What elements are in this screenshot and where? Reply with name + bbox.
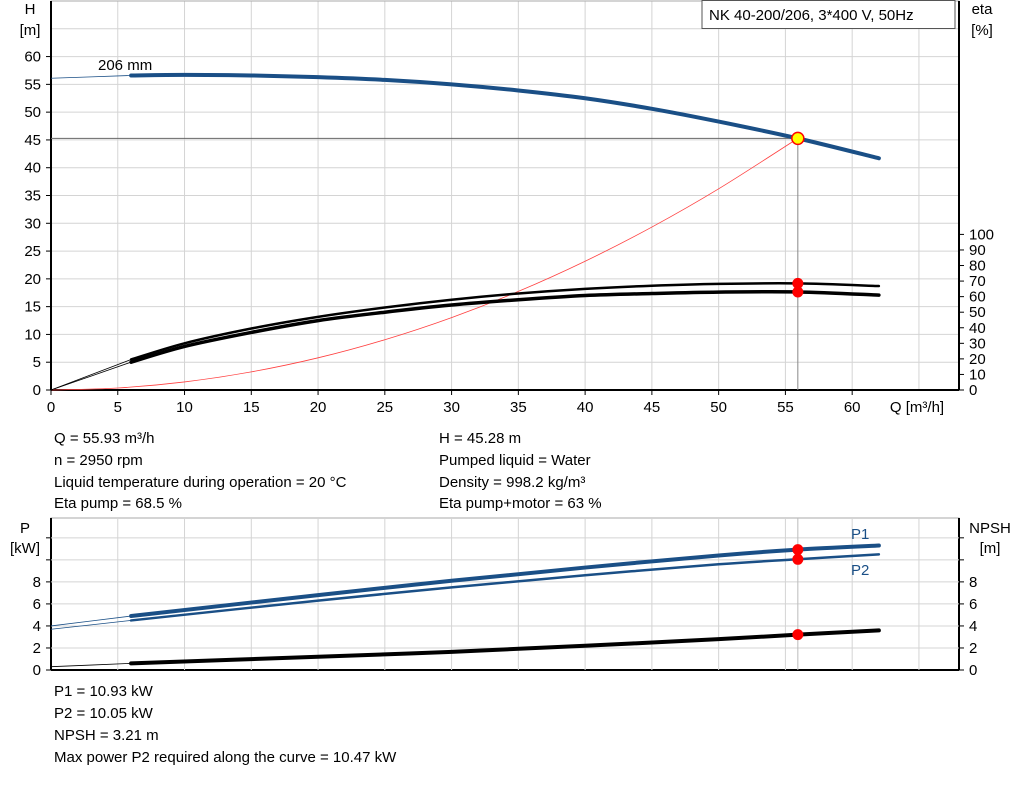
npsh-tick-label: 6 xyxy=(969,596,977,613)
h-tick-label: 15 xyxy=(24,299,41,316)
p-axis-label: P xyxy=(20,520,30,537)
eta-pump-duty-point xyxy=(792,277,804,289)
info-max-p2: Max power P2 required along the curve = … xyxy=(54,749,397,766)
top-grid xyxy=(50,0,960,671)
npsh-curve xyxy=(129,628,881,666)
h-curve-thin xyxy=(50,75,132,79)
x-tick-label: 10 xyxy=(176,399,193,416)
h-tick-label: 5 xyxy=(33,354,41,371)
tick-labels: 0 5 10 15 20 25 30 35 40 45 50 55 600510152025303540… xyxy=(24,49,994,679)
eta-tick-label: 50 xyxy=(969,304,986,321)
p-tick-label: 8 xyxy=(33,574,41,591)
eta-pump-motor-curve-thin xyxy=(50,361,132,391)
h-tick-label: 45 xyxy=(24,132,41,149)
p-tick-label: 6 xyxy=(33,596,41,613)
p2-duty-point xyxy=(792,553,804,565)
eta-tick-label: 40 xyxy=(969,320,986,337)
eta-axis-unit: [%] xyxy=(971,22,993,39)
p2-curve-thin xyxy=(50,620,132,630)
info-p1: P1 = 10.93 kW xyxy=(54,683,154,700)
eta-axis-label: eta xyxy=(972,1,994,18)
impeller-label: 206 mm xyxy=(98,57,152,74)
title-box xyxy=(701,0,956,29)
eta-tick-label: 0 xyxy=(969,382,977,399)
npsh-duty-point xyxy=(792,629,804,641)
p2-curve xyxy=(129,553,881,622)
x-tick-label: 15 xyxy=(243,399,260,416)
eta-tick-label: 20 xyxy=(969,351,986,368)
info-npsh: NPSH = 3.21 m xyxy=(54,727,159,744)
x-tick-label: 20 xyxy=(310,399,327,416)
info-n: n = 2950 rpm xyxy=(54,452,143,469)
x-tick-label: 30 xyxy=(443,399,460,416)
info-block: Q = 55.93 m³/h n = 2950 rpm Liquid tempe… xyxy=(54,430,602,766)
h-tick-label: 35 xyxy=(24,188,41,205)
p-tick-label: 4 xyxy=(33,618,41,635)
x-tick-label: 0 xyxy=(47,399,55,416)
h-tick-label: 25 xyxy=(24,243,41,260)
npsh-tick-label: 0 xyxy=(969,662,977,679)
eta-tick-label: 60 xyxy=(969,289,986,306)
info-temp: Liquid temperature during operation = 20… xyxy=(54,474,347,491)
duty-point xyxy=(791,131,805,146)
eta-tick-label: 100 xyxy=(969,226,994,243)
info-eta-pump: Eta pump = 68.5 % xyxy=(54,495,182,512)
x-tick-label: 40 xyxy=(577,399,594,416)
npsh-axis-unit: [m] xyxy=(980,540,1001,557)
h-tick-label: 55 xyxy=(24,76,41,93)
x-tick-label: 35 xyxy=(510,399,527,416)
q-axis-label: Q [m³/h] xyxy=(890,399,944,416)
x-tick-label: 60 xyxy=(844,399,861,416)
h-tick-label: 0 xyxy=(33,382,41,399)
h-axis-label: H xyxy=(25,1,36,18)
eta-tick-label: 10 xyxy=(969,366,986,383)
curves xyxy=(50,72,881,670)
npsh-axis-label: NPSH xyxy=(969,520,1011,537)
x-tick-label: 50 xyxy=(710,399,727,416)
npsh-tick-label: 8 xyxy=(969,574,977,591)
npsh-tick-label: 2 xyxy=(969,640,977,657)
h-tick-label: 40 xyxy=(24,160,41,177)
h-tick-label: 50 xyxy=(24,104,41,121)
h-tick-label: 20 xyxy=(24,271,41,288)
p1-duty-point xyxy=(792,544,804,556)
chart-title: NK 40-200/206, 3*400 V, 50Hz xyxy=(709,7,914,24)
h-tick-label: 10 xyxy=(24,326,41,343)
x-tick-label: 55 xyxy=(777,399,794,416)
eta-tick-label: 70 xyxy=(969,273,986,290)
plot-frame xyxy=(50,517,960,671)
x-tick-label: 5 xyxy=(114,399,122,416)
p-tick-label: 2 xyxy=(33,640,41,657)
npsh-curve-thin xyxy=(50,662,132,668)
p-tick-label: 0 xyxy=(33,662,41,679)
info-liquid: Pumped liquid = Water xyxy=(439,452,591,469)
eta-tick-label: 80 xyxy=(969,258,986,275)
eta-pump-motor-curve xyxy=(129,289,881,364)
info-p2: P2 = 10.05 kW xyxy=(54,705,154,722)
eta-pump-motor-duty-point xyxy=(792,286,804,298)
info-density: Density = 998.2 kg/m³ xyxy=(439,474,585,491)
npsh-tick-label: 4 xyxy=(969,618,977,635)
info-q: Q = 55.93 m³/h xyxy=(54,430,154,447)
p1-curve-thin xyxy=(50,615,132,627)
p2-label: P2 xyxy=(851,562,869,579)
bottom-grid xyxy=(51,518,959,670)
p1-curve xyxy=(129,543,881,619)
eta-tick-label: 90 xyxy=(969,242,986,259)
h-tick-label: 30 xyxy=(24,215,41,232)
eta-tick-label: 30 xyxy=(969,335,986,352)
p1-label: P1 xyxy=(851,526,869,543)
h-curve xyxy=(129,72,881,161)
x-tick-label: 45 xyxy=(644,399,661,416)
system-curve xyxy=(50,138,799,391)
x-tick-label: 25 xyxy=(376,399,393,416)
h-tick-label: 60 xyxy=(24,49,41,66)
h-axis-unit: [m] xyxy=(20,22,41,39)
eta-pump-curve xyxy=(129,282,881,361)
p-axis-unit: [kW] xyxy=(10,540,40,557)
info-h: H = 45.28 m xyxy=(439,430,521,447)
info-eta-pump-motor: Eta pump+motor = 63 % xyxy=(439,495,602,512)
